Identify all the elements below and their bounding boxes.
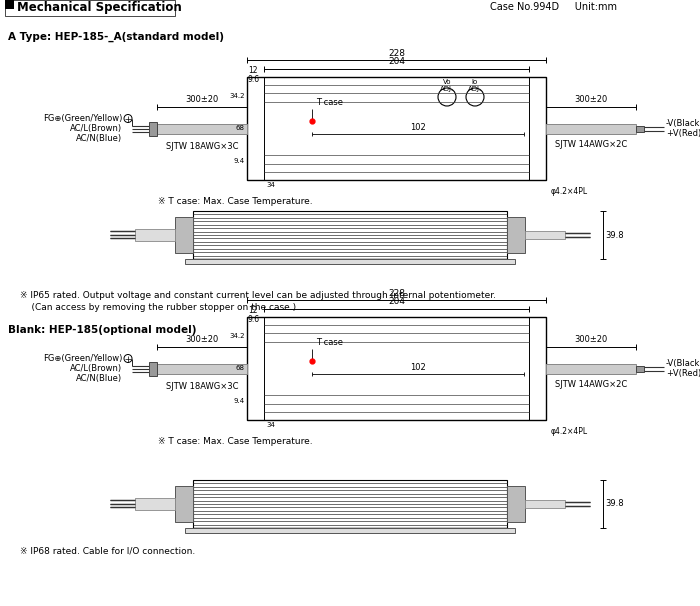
- Text: -V(Black): -V(Black): [666, 359, 700, 368]
- Text: FG⊕(Green/Yellow): FG⊕(Green/Yellow): [43, 354, 122, 363]
- Text: φ4.2×4PL: φ4.2×4PL: [551, 187, 588, 196]
- Bar: [175, 217, 193, 253]
- Text: 12: 12: [248, 66, 258, 75]
- Text: (Can access by removing the rubber stopper on the case.): (Can access by removing the rubber stopp…: [20, 302, 296, 311]
- Text: 68: 68: [236, 365, 245, 371]
- Text: 300±20: 300±20: [186, 96, 218, 104]
- Text: T case: T case: [316, 98, 343, 107]
- Text: -V(Black): -V(Black): [666, 119, 700, 128]
- Text: 102: 102: [410, 363, 426, 372]
- Bar: [175, 486, 193, 522]
- Text: 9.6: 9.6: [248, 75, 260, 84]
- Bar: [157, 124, 247, 133]
- Bar: [247, 77, 546, 180]
- Bar: [525, 500, 565, 508]
- Bar: [247, 317, 264, 420]
- Bar: [193, 211, 507, 259]
- Text: 300±20: 300±20: [575, 336, 608, 344]
- Text: Vo
ADJ.: Vo ADJ.: [440, 79, 454, 92]
- Bar: [529, 317, 546, 420]
- Bar: [636, 365, 644, 371]
- Text: ※ T case: Max. Case Temperature.: ※ T case: Max. Case Temperature.: [158, 198, 313, 207]
- Bar: [529, 77, 546, 180]
- Bar: [247, 317, 546, 420]
- Bar: [507, 486, 525, 522]
- Text: 228: 228: [388, 48, 405, 58]
- Bar: [135, 229, 175, 241]
- Text: 34.2: 34.2: [230, 93, 245, 99]
- Text: 34: 34: [266, 182, 275, 188]
- Bar: [546, 124, 636, 133]
- Text: 204: 204: [388, 298, 405, 307]
- Text: T case: T case: [316, 338, 343, 347]
- Bar: [247, 77, 264, 180]
- Text: 12: 12: [248, 306, 258, 315]
- Text: SJTW 18AWG×3C: SJTW 18AWG×3C: [166, 382, 238, 391]
- Bar: [157, 364, 247, 373]
- Text: 39.8: 39.8: [605, 499, 624, 508]
- Text: SJTW 14AWG×2C: SJTW 14AWG×2C: [555, 140, 627, 149]
- Text: ※ IP65 rated. Output voltage and constant current level can be adjusted through : ※ IP65 rated. Output voltage and constan…: [20, 291, 496, 301]
- Text: 102: 102: [410, 123, 426, 132]
- Text: 9.4: 9.4: [234, 158, 245, 164]
- Bar: [185, 259, 515, 264]
- Text: AC/N(Blue): AC/N(Blue): [76, 374, 122, 383]
- Bar: [525, 231, 565, 239]
- Text: AC/L(Brown): AC/L(Brown): [70, 124, 122, 133]
- Text: 300±20: 300±20: [186, 336, 218, 344]
- Bar: [5, 0, 175, 16]
- Text: 34: 34: [266, 422, 275, 428]
- Bar: [546, 364, 636, 373]
- Text: 39.8: 39.8: [605, 230, 624, 239]
- Bar: [636, 125, 644, 132]
- Text: Blank: HEP-185(optional model): Blank: HEP-185(optional model): [8, 325, 197, 335]
- Text: AC/N(Blue): AC/N(Blue): [76, 134, 122, 143]
- Bar: [149, 362, 157, 376]
- Bar: [135, 498, 175, 510]
- Text: 204: 204: [388, 58, 405, 67]
- Text: SJTW 14AWG×2C: SJTW 14AWG×2C: [555, 380, 627, 389]
- Text: SJTW 18AWG×3C: SJTW 18AWG×3C: [166, 142, 238, 151]
- Text: ※ IP68 rated. Cable for I/O connection.: ※ IP68 rated. Cable for I/O connection.: [20, 547, 195, 556]
- Bar: [193, 480, 507, 528]
- Text: FG⊕(Green/Yellow): FG⊕(Green/Yellow): [43, 114, 122, 123]
- Text: +V(Red): +V(Red): [666, 369, 700, 378]
- Text: 34.2: 34.2: [230, 333, 245, 339]
- Text: ※ T case: Max. Case Temperature.: ※ T case: Max. Case Temperature.: [158, 438, 313, 447]
- Text: φ4.2×4PL: φ4.2×4PL: [551, 427, 588, 436]
- Text: Mechanical Specification: Mechanical Specification: [17, 1, 182, 14]
- Text: +V(Red): +V(Red): [666, 129, 700, 138]
- Text: 9.6: 9.6: [248, 315, 260, 324]
- Bar: [149, 121, 157, 136]
- Text: 300±20: 300±20: [575, 96, 608, 104]
- Text: 9.4: 9.4: [234, 399, 245, 404]
- Text: 68: 68: [236, 125, 245, 132]
- Text: Io
ADJ.: Io ADJ.: [468, 79, 482, 92]
- Bar: [185, 528, 515, 533]
- Text: Case No.994D     Unit:mm: Case No.994D Unit:mm: [490, 2, 617, 13]
- Text: A Type: HEP-185-_A(standard model): A Type: HEP-185-_A(standard model): [8, 32, 224, 42]
- Bar: [507, 217, 525, 253]
- Text: AC/L(Brown): AC/L(Brown): [70, 364, 122, 373]
- Bar: [5, 0, 14, 9]
- Text: 228: 228: [388, 288, 405, 298]
